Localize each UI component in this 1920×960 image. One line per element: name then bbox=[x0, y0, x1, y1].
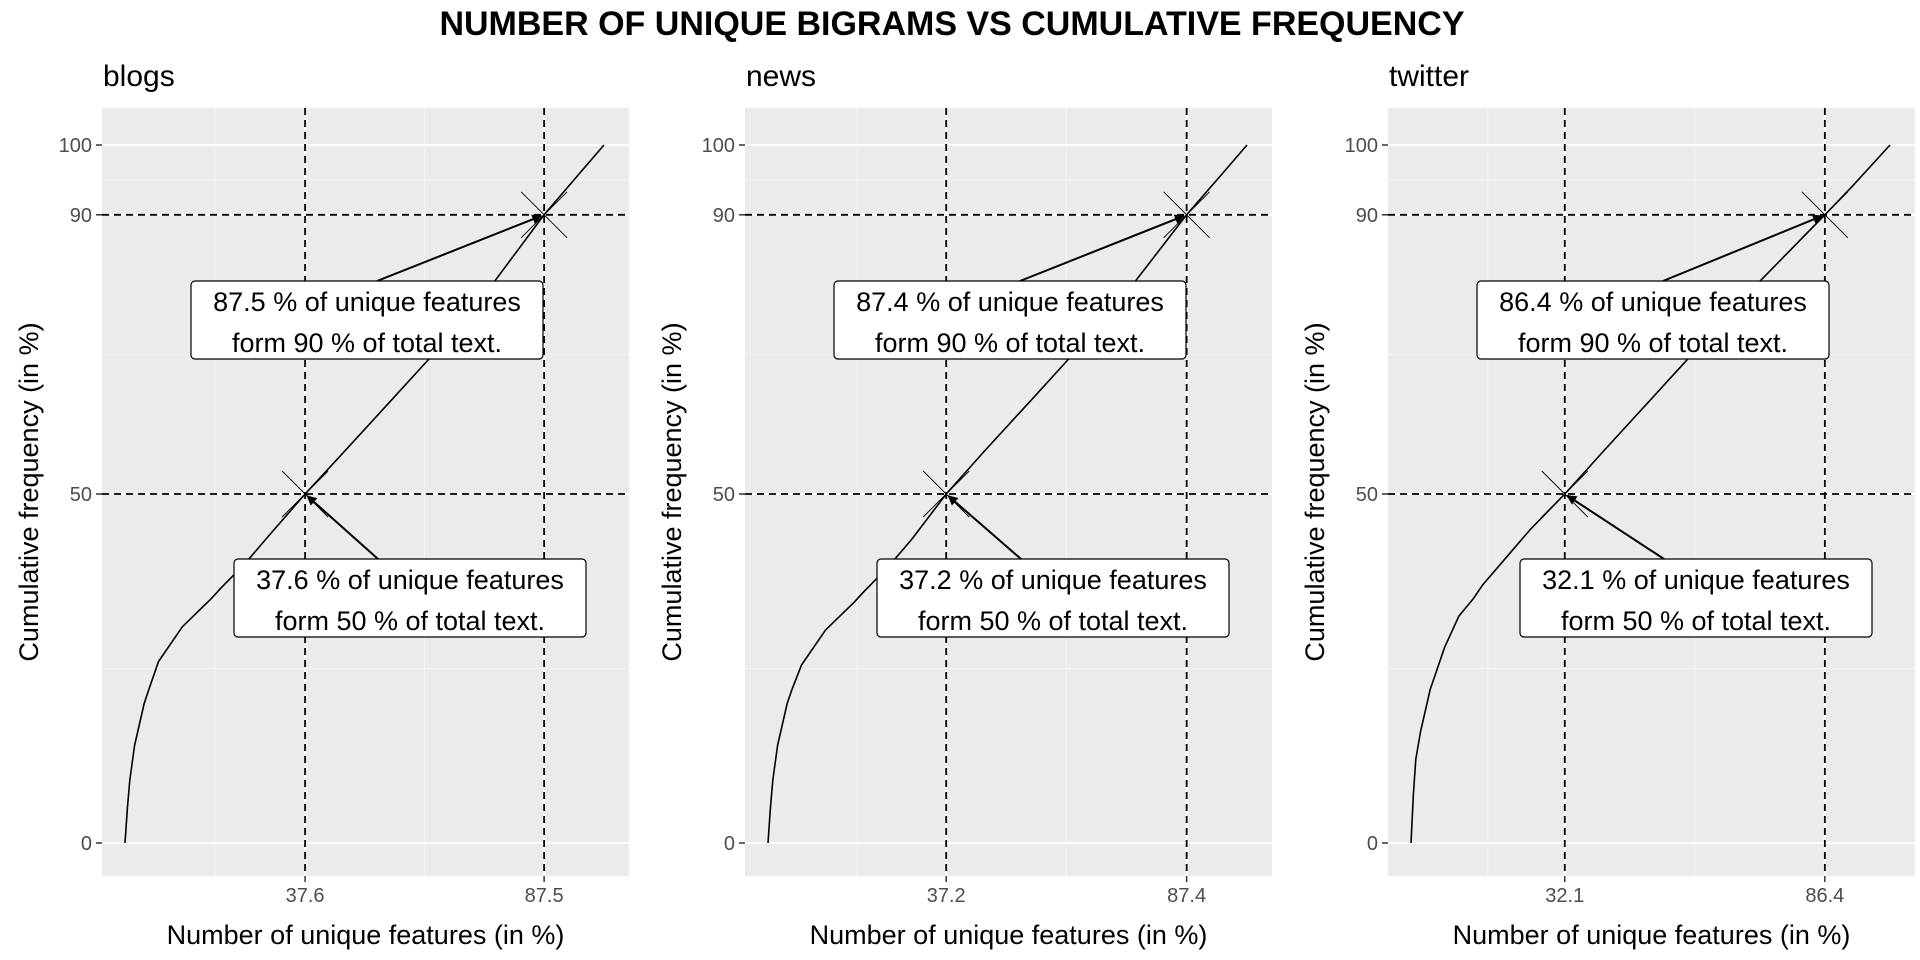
chart-panel-twitter: 32.1 % of unique features form 50 % of to… bbox=[1300, 60, 1915, 950]
annotation-line2: form 90 % of total text. bbox=[875, 328, 1145, 358]
annotation-box bbox=[876, 558, 1230, 638]
point-marker bbox=[1163, 191, 1210, 239]
annotation-box bbox=[233, 558, 587, 638]
cumulative-frequency-line bbox=[1410, 144, 1891, 844]
y-tick-label: 50 bbox=[713, 484, 735, 506]
annotation-arrow bbox=[306, 495, 379, 560]
point-marker bbox=[281, 470, 329, 518]
annotation-box bbox=[1519, 558, 1873, 638]
annotation-box bbox=[1476, 280, 1830, 360]
point-marker bbox=[1541, 470, 1589, 518]
x-tick-label: 37.6 bbox=[286, 885, 325, 907]
point-marker bbox=[1801, 191, 1849, 239]
x-tick-label: 87.4 bbox=[1167, 885, 1206, 907]
x-axis-label: Number of unique features (in %) bbox=[167, 920, 565, 950]
x-tick-label: 37.2 bbox=[927, 885, 966, 907]
annotation-line1: 37.6 % of unique features bbox=[256, 565, 564, 595]
annotation-line2: form 90 % of total text. bbox=[1518, 328, 1788, 358]
point-marker bbox=[520, 191, 568, 239]
y-axis-label: Cumulative frequency (in %) bbox=[14, 322, 44, 661]
point-marker bbox=[922, 470, 970, 518]
y-tick-label: 0 bbox=[1367, 833, 1378, 855]
x-tick-label: 87.5 bbox=[525, 885, 564, 907]
y-tick-label: 50 bbox=[70, 484, 92, 506]
annotation-arrow bbox=[1662, 214, 1824, 282]
annotation-arrow bbox=[947, 495, 1022, 560]
panel-background bbox=[1388, 108, 1915, 876]
y-tick-label: 90 bbox=[1356, 205, 1378, 227]
annotation-line1: 86.4 % of unique features bbox=[1499, 287, 1807, 317]
annotation-line1: 87.4 % of unique features bbox=[856, 287, 1164, 317]
x-tick-label: 86.4 bbox=[1805, 885, 1844, 907]
panel-background bbox=[745, 108, 1272, 876]
y-axis-label: Cumulative frequency (in %) bbox=[657, 322, 687, 661]
annotation-box bbox=[833, 280, 1187, 360]
x-tick-label: 32.1 bbox=[1545, 885, 1584, 907]
y-tick-label: 90 bbox=[713, 205, 735, 227]
y-tick-label: 90 bbox=[70, 205, 92, 227]
annotation-arrow bbox=[1019, 214, 1185, 282]
y-tick-label: 0 bbox=[81, 833, 92, 855]
annotation-line1: 87.5 % of unique features bbox=[213, 287, 521, 317]
annotation-line2: form 90 % of total text. bbox=[232, 328, 502, 358]
y-tick-label: 100 bbox=[1345, 135, 1378, 157]
y-axis-label: Cumulative frequency (in %) bbox=[1300, 322, 1330, 661]
y-tick-label: 100 bbox=[702, 135, 735, 157]
annotation-line1: 32.1 % of unique features bbox=[1542, 565, 1850, 595]
panel-title: twitter bbox=[1389, 60, 1469, 93]
chart-panel-news: 37.2 % of unique features form 50 % of to… bbox=[657, 60, 1272, 950]
x-axis-label: Number of unique features (in %) bbox=[810, 920, 1208, 950]
annotation-arrow bbox=[1566, 494, 1665, 560]
annotation-line2: form 50 % of total text. bbox=[275, 606, 545, 636]
y-tick-label: 0 bbox=[724, 833, 735, 855]
chart-panel-blogs: 37.6 % of unique features form 50 % of to… bbox=[14, 60, 629, 950]
annotation-box bbox=[190, 280, 544, 360]
chart-title: NUMBER OF UNIQUE BIGRAMS VS CUMULATIVE F… bbox=[439, 5, 1464, 43]
x-axis-label: Number of unique features (in %) bbox=[1453, 920, 1851, 950]
y-tick-label: 100 bbox=[59, 135, 92, 157]
panel-background bbox=[102, 108, 629, 876]
panel-title: blogs bbox=[103, 60, 175, 93]
y-tick-label: 50 bbox=[1356, 484, 1378, 506]
panel-title: news bbox=[746, 60, 816, 93]
annotation-line2: form 50 % of total text. bbox=[918, 606, 1188, 636]
annotation-line1: 37.2 % of unique features bbox=[899, 565, 1207, 595]
annotation-line2: form 50 % of total text. bbox=[1561, 606, 1831, 636]
annotation-arrow bbox=[376, 214, 543, 282]
